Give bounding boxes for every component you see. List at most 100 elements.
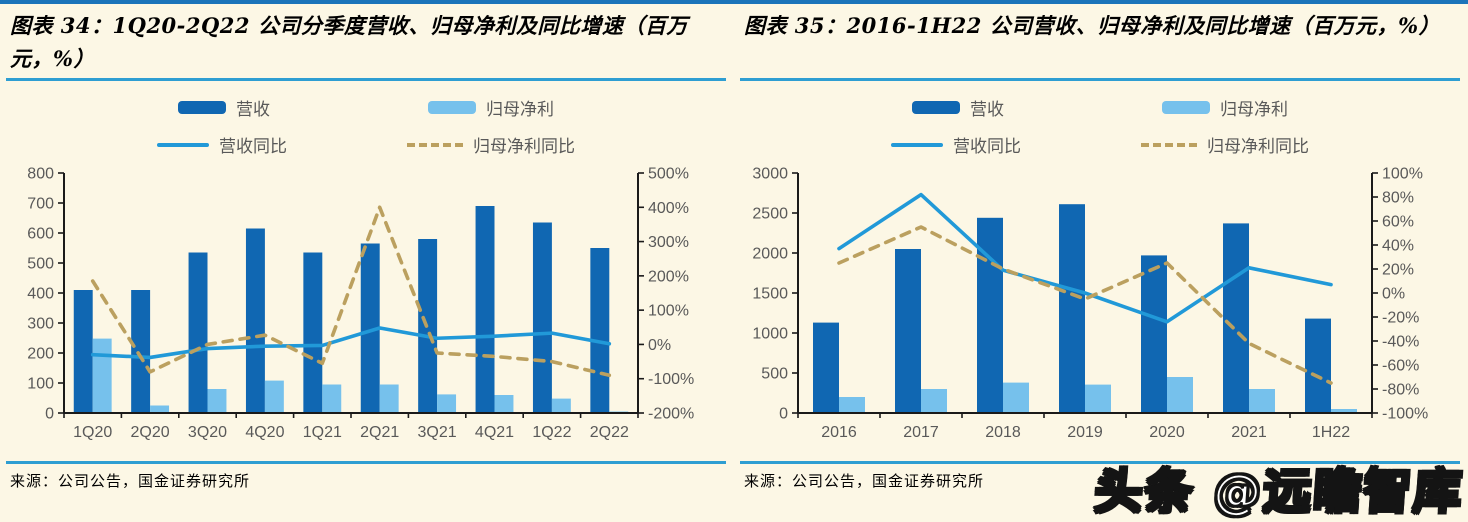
figure-35-source: 来源：公司公告，国金证券研究所 bbox=[744, 472, 985, 490]
bar-bar_revenue bbox=[1059, 204, 1085, 413]
bar-bar_revenue bbox=[245, 228, 265, 413]
axis-label: 0 bbox=[779, 406, 788, 423]
top-border-line bbox=[0, 0, 1468, 4]
line-line_net_profit_yoy bbox=[837, 225, 1333, 385]
axis-label: -60% bbox=[1382, 358, 1419, 375]
bar-bar_net_profit bbox=[207, 389, 227, 413]
legend-item-line_revenue_yoy: 营收同比 bbox=[157, 132, 407, 157]
axis-label: 600 bbox=[27, 226, 54, 243]
axis-label: 1000 bbox=[752, 326, 788, 343]
bar-bar_revenue bbox=[360, 243, 380, 413]
legend-line-swatch bbox=[891, 142, 943, 147]
legend-dashed-line-swatch bbox=[1141, 142, 1197, 147]
axis-label: 100% bbox=[648, 303, 689, 320]
axis-label: 2Q22 bbox=[590, 424, 629, 441]
legend-label: 归母净利 bbox=[1220, 100, 1288, 119]
bar-bar_net_profit bbox=[1331, 409, 1357, 413]
legend-item-bar_revenue: 营收 bbox=[912, 95, 1162, 120]
bar-bar_net_profit bbox=[1003, 382, 1029, 413]
bar-bar_revenue bbox=[590, 248, 610, 413]
legend-label: 营收同比 bbox=[953, 137, 1021, 156]
legend-item-bar_revenue: 营收 bbox=[178, 95, 428, 120]
axis-label: 2020 bbox=[1149, 424, 1185, 441]
bar-bar_revenue bbox=[1223, 223, 1249, 413]
axis-label: 0 bbox=[45, 406, 54, 423]
axis-label: 80% bbox=[1382, 190, 1414, 207]
axis-label: 4Q20 bbox=[245, 424, 284, 441]
legend-item-line_revenue_yoy: 营收同比 bbox=[891, 132, 1141, 157]
bar-bar_net_profit bbox=[1085, 384, 1111, 413]
legend-label: 营收 bbox=[970, 100, 1004, 119]
legend-dashed-line-swatch bbox=[407, 142, 463, 147]
figure-34-title: 图表 34：1Q20-2Q22 公司分季度营收、归母净利及同比增速（百万元，%） bbox=[10, 13, 688, 71]
axis-label: 20% bbox=[1382, 262, 1414, 279]
axis-label: 300 bbox=[27, 316, 54, 333]
axis-label: 40% bbox=[1382, 238, 1414, 255]
bar-bar_revenue bbox=[131, 290, 151, 413]
axis-label: 1Q20 bbox=[73, 424, 112, 441]
figure-34-title-rule bbox=[6, 78, 726, 81]
bar-bar_revenue bbox=[895, 249, 921, 413]
figure-35-title-rule bbox=[740, 78, 1460, 81]
legend-bar-swatch bbox=[1162, 101, 1210, 114]
legend-item-bar_net_profit: 归母净利 bbox=[1162, 95, 1288, 120]
axis-label: 300% bbox=[648, 234, 689, 251]
legend-label: 营收 bbox=[236, 100, 270, 119]
figure-35-legend: 营收 归母净利营收同比 归母净利同比 bbox=[740, 95, 1460, 157]
legend-item-bar_net_profit: 归母净利 bbox=[428, 95, 554, 120]
axis-label: 2016 bbox=[821, 424, 857, 441]
line-line_net_profit_yoy bbox=[90, 205, 612, 378]
axis-label: -100% bbox=[1382, 406, 1428, 423]
axis-label: 2017 bbox=[903, 424, 939, 441]
watermark: 头条 @远瞻智库 bbox=[1092, 463, 1467, 522]
bar-bar_revenue bbox=[977, 217, 1003, 413]
bar-bar_revenue bbox=[475, 206, 495, 413]
axis-label: 2500 bbox=[752, 206, 788, 223]
legend-label: 归母净利同比 bbox=[473, 137, 575, 156]
axis-label: 4Q21 bbox=[475, 424, 514, 441]
axis-label: 800 bbox=[27, 166, 54, 183]
axis-label: 2018 bbox=[985, 424, 1021, 441]
bar-bar_net_profit bbox=[839, 397, 865, 413]
axis-label: -80% bbox=[1382, 382, 1419, 399]
line-line_revenue_yoy bbox=[837, 192, 1333, 324]
axis-label: 100 bbox=[27, 376, 54, 393]
bar-bar_revenue bbox=[813, 322, 839, 413]
axis-label: -200% bbox=[648, 406, 694, 423]
bar-bar_revenue bbox=[532, 222, 552, 413]
bar-bar_net_profit bbox=[551, 398, 571, 413]
axis-label: 400% bbox=[648, 200, 689, 217]
bar-bar_revenue bbox=[1305, 318, 1331, 413]
axis-label: 1Q22 bbox=[532, 424, 571, 441]
bar-bar_net_profit bbox=[1249, 389, 1275, 413]
legend-item-line_net_profit_yoy: 归母净利同比 bbox=[1141, 132, 1309, 157]
figure-panels: 图表 34：1Q20-2Q22 公司分季度营收、归母净利及同比增速（百万元，%）… bbox=[0, 4, 1468, 495]
axis-label: 200 bbox=[27, 346, 54, 363]
legend-bar-swatch bbox=[178, 101, 226, 114]
legend-bar-swatch bbox=[428, 101, 476, 114]
legend-line-swatch bbox=[157, 142, 209, 147]
axis-label: 2019 bbox=[1067, 424, 1103, 441]
axis-label: 3Q20 bbox=[188, 424, 227, 441]
figure-34-footer-rule bbox=[6, 461, 726, 464]
axis-label: 100% bbox=[1382, 166, 1423, 183]
axis-label: 200% bbox=[648, 268, 689, 285]
axis-label: 1H22 bbox=[1312, 424, 1350, 441]
figure-34-legend: 营收 归母净利营收同比 归母净利同比 bbox=[6, 95, 726, 157]
legend-item-line_net_profit_yoy: 归母净利同比 bbox=[407, 132, 575, 157]
bar-bar_revenue bbox=[303, 252, 323, 413]
bar-bar_net_profit bbox=[1167, 377, 1193, 413]
figure-34-panel: 图表 34：1Q20-2Q22 公司分季度营收、归母净利及同比增速（百万元，%）… bbox=[6, 4, 726, 495]
axis-label: 3000 bbox=[752, 166, 788, 183]
axis-label: 500 bbox=[27, 256, 54, 273]
legend-label: 归母净利 bbox=[486, 100, 554, 119]
bar-bar_revenue bbox=[1141, 255, 1167, 413]
figure-34-source: 来源：公司公告，国金证券研究所 bbox=[10, 472, 251, 490]
bar-bar_net_profit bbox=[150, 405, 170, 413]
figure-34-combo-chart: 0 100 200 300 400 500 600 700 800 -200% -100% 0% 100… bbox=[27, 166, 694, 442]
bar-bar_net_profit bbox=[264, 380, 284, 413]
figure-35-title: 图表 35：2016-1H22 公司营收、归母净利及同比增速（百万元，%） bbox=[744, 13, 1441, 38]
axis-label: 1500 bbox=[752, 286, 788, 303]
legend-label: 归母净利同比 bbox=[1207, 137, 1309, 156]
axis-label: 400 bbox=[27, 286, 54, 303]
